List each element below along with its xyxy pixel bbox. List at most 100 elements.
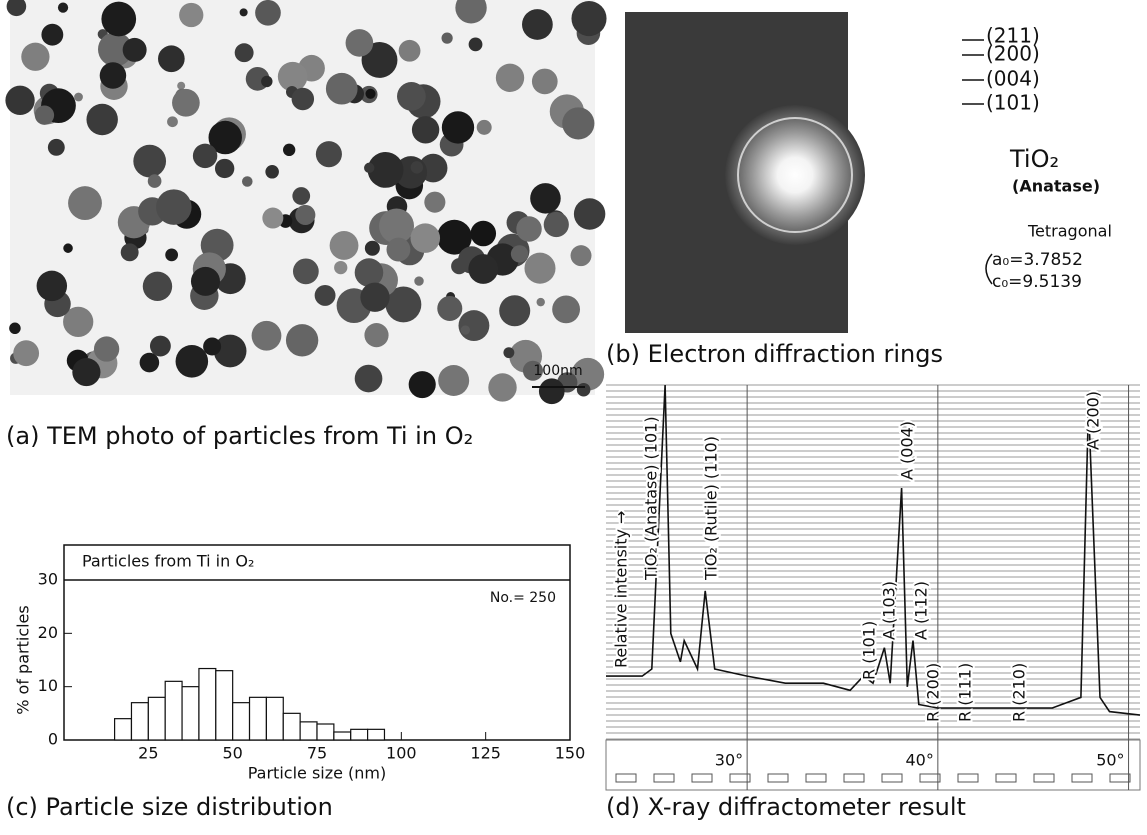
particle	[6, 0, 27, 17]
particle	[97, 32, 133, 67]
particle	[538, 378, 565, 405]
scale-mark	[653, 773, 675, 783]
caption: (b) Electron diffraction rings	[606, 340, 943, 368]
crystal-system: Tetragonal	[1027, 222, 1112, 241]
x-tick-label: 75	[307, 744, 327, 763]
peak-label: A (112)	[912, 581, 931, 640]
bar	[215, 670, 234, 741]
scale-mark	[1033, 773, 1055, 783]
particle	[203, 337, 222, 356]
bar	[350, 728, 369, 741]
particle	[101, 1, 137, 37]
particle	[74, 92, 83, 102]
particle	[190, 266, 220, 296]
lattice-constant: a₀=3.7852	[992, 250, 1083, 270]
particle	[397, 81, 426, 111]
particle	[5, 85, 35, 115]
particle	[470, 220, 497, 247]
particle	[86, 103, 118, 136]
bar	[248, 696, 268, 741]
bar	[333, 731, 352, 741]
particle	[292, 187, 311, 205]
particle	[364, 240, 380, 256]
bar	[282, 712, 301, 741]
particle	[334, 260, 348, 275]
bar	[265, 696, 284, 741]
particle	[411, 116, 440, 144]
particle	[158, 45, 185, 73]
particle	[177, 81, 186, 90]
particle	[458, 310, 490, 342]
particle	[365, 88, 376, 99]
particle	[367, 151, 404, 188]
bar	[164, 680, 183, 741]
particle	[120, 243, 139, 262]
bar	[299, 721, 318, 741]
peak-label: A (103)	[880, 581, 899, 640]
brace	[985, 253, 993, 285]
x-tick-label: 25	[138, 744, 158, 763]
particle	[149, 335, 171, 357]
particle	[522, 9, 553, 40]
particle	[414, 276, 424, 286]
particle	[437, 219, 472, 255]
particle	[488, 373, 517, 402]
particle	[68, 186, 102, 220]
particle	[364, 323, 389, 348]
peak-label: A (200)	[1084, 391, 1103, 450]
scale-mark	[805, 773, 827, 783]
particle	[468, 254, 499, 284]
particle	[531, 68, 558, 95]
tem-photo	[5, 0, 607, 405]
particle	[167, 116, 178, 128]
particle	[156, 189, 192, 225]
particle	[292, 258, 319, 285]
particle	[172, 88, 200, 117]
peak-label: R (101)	[860, 621, 879, 680]
particle	[438, 365, 470, 396]
particle	[262, 207, 284, 229]
particle	[13, 340, 40, 367]
particle	[239, 8, 248, 17]
particle	[283, 143, 296, 157]
particle	[285, 324, 319, 357]
particle	[234, 43, 254, 63]
scale-mark	[729, 773, 751, 783]
material: TiO₂	[1009, 145, 1059, 173]
particle	[385, 286, 422, 323]
peak-label: R (111)	[956, 663, 975, 722]
bar	[316, 723, 335, 741]
diffraction-ring	[737, 117, 853, 233]
particle	[175, 345, 209, 378]
particle	[354, 258, 384, 287]
peak-label: A (004)	[898, 421, 917, 480]
particle	[277, 61, 308, 92]
scale-mark	[995, 773, 1017, 783]
x-tick-label: 30°	[715, 751, 743, 770]
scale-mark	[919, 773, 941, 783]
scale-mark	[615, 773, 637, 783]
particle	[573, 198, 606, 230]
x-tick-label: 125	[470, 744, 501, 763]
particle	[213, 334, 247, 368]
diffraction-glow	[725, 105, 865, 245]
peak-label: R (200)	[924, 663, 943, 722]
scale-mark	[1109, 773, 1131, 783]
particle	[147, 174, 162, 188]
particle	[451, 258, 468, 275]
bar	[232, 702, 251, 741]
particle	[57, 2, 69, 13]
particle	[499, 295, 531, 327]
particle	[360, 282, 390, 312]
particle	[437, 295, 463, 321]
particle	[9, 322, 21, 335]
peak-label: R (210)	[1010, 663, 1029, 722]
x-tick-label: 100	[386, 744, 417, 763]
particle	[441, 111, 475, 144]
particle	[410, 161, 424, 174]
y-tick-label: 0	[48, 730, 58, 749]
particle	[325, 72, 358, 105]
particle	[476, 119, 492, 135]
particle	[122, 37, 147, 62]
particle	[261, 75, 273, 88]
